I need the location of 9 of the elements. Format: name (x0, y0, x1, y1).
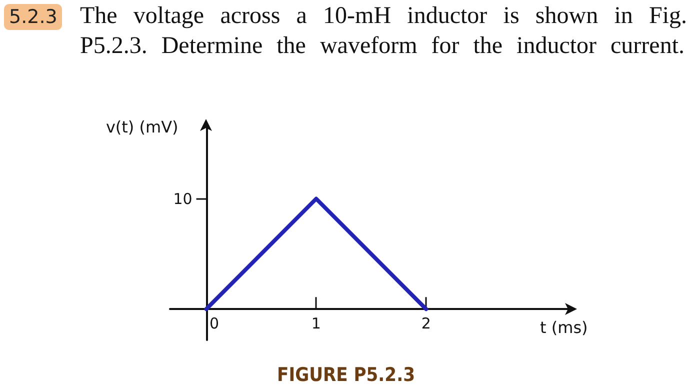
chart-title: The voltage across a 10-mH inductor is shown in Fig. P5.2.3. Determine the waveform for the inductor current. (80, 2, 687, 61)
y-axis-title: v(t) (mV) (106, 118, 178, 136)
x-axis-title: t (ms) (540, 318, 588, 337)
annotation: 10 (173, 190, 192, 208)
x-tick-label: 1 (311, 314, 321, 332)
text: 5.2.3 (4, 4, 62, 30)
x-tick-label: 2 (421, 314, 431, 332)
x-tick-label: 0 (210, 314, 220, 332)
caption: FIGURE P5.2.3 (276, 364, 416, 386)
